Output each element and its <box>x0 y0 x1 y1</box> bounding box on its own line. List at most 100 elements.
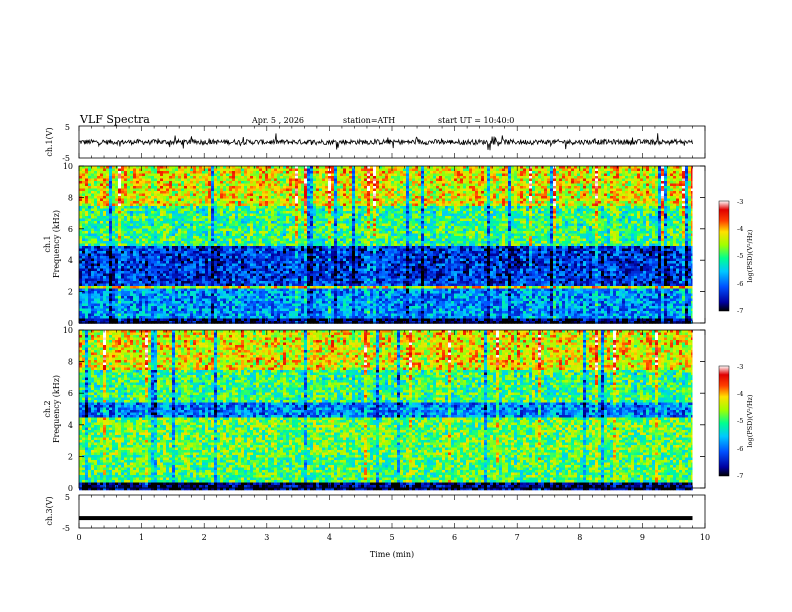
spectrogram-cell <box>193 208 197 212</box>
spectrogram-cell <box>307 183 311 187</box>
spectrogram-cell <box>127 208 131 212</box>
spectrogram-cell <box>451 208 455 212</box>
spectrogram-cell <box>169 181 173 184</box>
spectrogram-cell <box>538 216 542 219</box>
spectrogram-cell <box>511 211 515 214</box>
spectrogram-cell <box>337 193 341 197</box>
spectrogram-cell <box>574 186 578 189</box>
spectrogram-cell <box>223 208 227 212</box>
spectrogram-cell <box>409 216 413 219</box>
spectrogram-cell <box>340 201 344 204</box>
spectrogram-cell <box>526 166 530 169</box>
spectrogram-cell <box>505 208 509 212</box>
spectrogram-cell <box>646 188 650 192</box>
spectrogram-cell <box>619 173 623 177</box>
spectrogram-cell <box>289 213 293 217</box>
spectrogram-cell <box>580 218 584 222</box>
spectrogram-cell <box>658 191 662 194</box>
spectrogram-cell <box>184 173 188 177</box>
spectrogram-cell <box>514 171 518 174</box>
spectrogram-cell <box>679 181 683 184</box>
spectrogram-cell <box>478 176 482 179</box>
spectrogram-cell <box>268 166 272 169</box>
spectrogram-cell <box>220 203 224 207</box>
spectrogram-cell <box>310 223 314 227</box>
spectrogram-cell <box>385 188 389 192</box>
spectrogram-cell <box>349 208 353 212</box>
spectrogram-cell <box>580 211 584 214</box>
spectrogram-cell <box>403 213 407 217</box>
spectrogram-cell <box>409 198 413 202</box>
spectrogram-cell <box>88 188 92 192</box>
spectrogram-cell <box>355 216 359 219</box>
spectrogram-cell <box>337 211 341 214</box>
spectrogram-cell <box>343 176 347 179</box>
spectrogram-cell <box>547 221 551 224</box>
spectrogram-cell <box>514 181 518 184</box>
spectrogram-cell <box>649 208 653 212</box>
spectrogram-cell <box>151 178 155 182</box>
spectrogram-cell <box>130 218 134 222</box>
spectrogram-cell <box>430 183 434 187</box>
spectrogram-cell <box>562 173 566 177</box>
spectrogram-cell <box>280 206 284 209</box>
spectrogram-cell <box>310 188 314 192</box>
spectrogram-cell <box>436 166 440 169</box>
spectrogram-cell <box>166 183 170 187</box>
spectrogram-cell <box>487 191 491 194</box>
spectrogram-cell <box>178 208 182 212</box>
spectrogram-cell <box>436 176 440 179</box>
spectrogram-cell <box>421 213 425 217</box>
spectrogram-cell <box>343 211 347 214</box>
spectrogram-cell <box>262 188 266 192</box>
spectrogram-cell <box>166 181 170 184</box>
spectrogram-cell <box>193 191 197 194</box>
spectrogram-cell <box>154 173 158 177</box>
spectrogram-cell <box>613 171 617 174</box>
spectrogram-cell <box>391 223 395 227</box>
spectrogram-cell <box>688 186 692 189</box>
spectrogram-cell <box>325 178 329 182</box>
spectrogram-cell <box>253 208 257 212</box>
spectrogram-cell <box>439 203 443 207</box>
spectrogram-cell <box>640 206 644 209</box>
spectrogram-cell <box>298 193 302 197</box>
spectrogram-cell <box>370 198 374 202</box>
spectrogram-cell <box>283 203 287 207</box>
spectrogram-cell <box>412 171 416 174</box>
spectrogram-cell <box>616 188 620 192</box>
spectrogram-cell <box>475 213 479 217</box>
spectrogram-cell <box>523 208 527 212</box>
spectrogram-cell <box>622 168 626 172</box>
spectrogram-cell <box>145 183 149 187</box>
spectrogram-cell <box>310 201 314 204</box>
spectrogram-cell <box>532 201 536 204</box>
spectrogram-cell <box>271 188 275 192</box>
spectrogram-cell <box>616 181 620 184</box>
spectrogram-cell <box>262 193 266 197</box>
spectrogram-cell <box>583 188 587 192</box>
spectrogram-cell <box>376 203 380 207</box>
spectrogram-cell <box>316 196 320 199</box>
spectrogram-cell <box>229 173 233 177</box>
spectrogram-cell <box>352 216 356 219</box>
spectrogram-cell <box>91 193 95 197</box>
spectrogram-cell <box>688 216 692 219</box>
spectrogram-cell <box>256 211 260 214</box>
spectrogram-cell <box>370 191 374 194</box>
spectrogram-cell <box>445 168 449 172</box>
spectrogram-cell <box>541 223 545 227</box>
spectrogram-cell <box>484 176 488 179</box>
spectrogram-cell <box>583 201 587 204</box>
spectrogram-cell <box>400 196 404 199</box>
spectrogram-cell <box>382 198 386 202</box>
spectrogram-cell <box>379 173 383 177</box>
spectrogram-cell <box>421 218 425 222</box>
spectrogram-cell <box>469 193 473 197</box>
spectrogram-cell <box>253 188 257 192</box>
spectrogram-cell <box>478 171 482 174</box>
spectrogram-cell <box>364 208 368 212</box>
spectrogram-cell <box>334 201 338 204</box>
spectrogram-cell <box>118 221 122 224</box>
spectrogram-cell <box>349 181 353 184</box>
